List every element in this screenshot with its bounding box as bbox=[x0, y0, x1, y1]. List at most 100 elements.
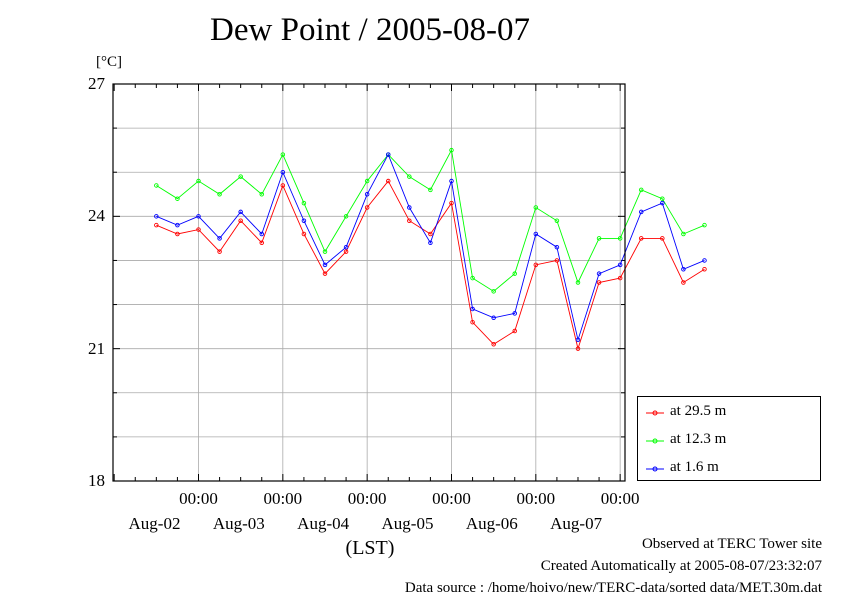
data-point bbox=[154, 222, 159, 228]
data-point bbox=[259, 240, 264, 246]
data-point bbox=[660, 236, 665, 241]
x-tick-time-label: 00:00 bbox=[347, 489, 387, 508]
x-tick-date-label: Aug-06 bbox=[465, 514, 518, 533]
data-point bbox=[238, 209, 243, 215]
data-point bbox=[343, 214, 349, 219]
y-axis-unit: [°C] bbox=[96, 54, 122, 70]
chart-title: Dew Point / 2005-08-07 bbox=[210, 12, 530, 48]
data-point bbox=[491, 342, 496, 347]
data-point bbox=[449, 147, 454, 153]
data-point bbox=[638, 236, 644, 241]
data-point bbox=[154, 214, 159, 219]
data-point bbox=[407, 174, 412, 179]
data-point bbox=[596, 280, 602, 285]
data-point bbox=[596, 271, 602, 276]
data-point bbox=[638, 187, 644, 193]
series-line-0 bbox=[156, 180, 705, 351]
data-point bbox=[575, 337, 581, 343]
data-point bbox=[617, 262, 623, 268]
data-point bbox=[660, 196, 665, 201]
x-tick-date-label: Aug-05 bbox=[381, 514, 434, 533]
x-tick-time-label: 00:00 bbox=[600, 489, 640, 508]
data-point bbox=[491, 315, 496, 321]
data-point bbox=[470, 319, 475, 325]
data-point bbox=[491, 289, 496, 294]
data-point bbox=[217, 236, 222, 241]
data-point bbox=[238, 174, 243, 179]
data-point bbox=[428, 187, 433, 193]
data-point bbox=[238, 218, 243, 223]
y-tick-label: 24 bbox=[88, 206, 105, 226]
x-tick-date-label: Aug-03 bbox=[212, 514, 265, 533]
data-point bbox=[364, 205, 370, 210]
legend-marker bbox=[646, 438, 664, 444]
data-point bbox=[196, 227, 201, 232]
data-point bbox=[301, 200, 307, 206]
y-tick-label: 18 bbox=[88, 471, 105, 490]
data-point bbox=[280, 152, 286, 157]
x-axis-label: (LST) bbox=[345, 537, 395, 559]
footer-created: Created Automatically at 2005-08-07/23:3… bbox=[540, 558, 822, 574]
data-point bbox=[343, 249, 349, 254]
data-point bbox=[702, 258, 707, 263]
footer-site: Observed at TERC Tower site bbox=[641, 536, 822, 552]
x-tick-date-label: Aug-07 bbox=[550, 514, 603, 533]
data-point bbox=[407, 205, 412, 210]
data-point bbox=[259, 192, 264, 197]
legend-label: at 1.6 m bbox=[670, 459, 719, 475]
legend-item: at 29.5 m bbox=[638, 403, 820, 425]
data-point bbox=[533, 205, 539, 210]
data-point bbox=[449, 178, 454, 184]
data-point bbox=[428, 240, 433, 246]
data-point bbox=[301, 231, 307, 237]
y-tick-label: 27 bbox=[88, 74, 105, 93]
data-point bbox=[554, 258, 560, 263]
data-point bbox=[702, 222, 707, 228]
x-tick-time-label: 00:00 bbox=[263, 489, 303, 508]
data-point bbox=[196, 214, 201, 219]
data-point bbox=[259, 231, 264, 237]
data-point bbox=[681, 267, 686, 272]
data-point bbox=[154, 183, 159, 188]
plot-frame bbox=[112, 83, 626, 482]
legend-item: at 12.3 m bbox=[638, 431, 820, 453]
data-point bbox=[681, 280, 686, 285]
legend: at 29.5 m at 12.3 m at 1.6 m bbox=[637, 396, 821, 481]
data-point bbox=[301, 218, 307, 223]
data-point bbox=[617, 275, 623, 281]
data-point bbox=[533, 231, 539, 237]
legend-label: at 12.3 m bbox=[670, 431, 727, 447]
data-point bbox=[470, 306, 475, 312]
data-point bbox=[385, 178, 391, 184]
data-point bbox=[175, 196, 180, 201]
data-point bbox=[512, 271, 517, 276]
data-point bbox=[660, 200, 665, 206]
data-point bbox=[364, 192, 370, 197]
data-point bbox=[322, 271, 328, 276]
data-point bbox=[217, 249, 222, 254]
data-point bbox=[596, 236, 602, 241]
data-point bbox=[175, 222, 180, 228]
data-point bbox=[575, 280, 581, 285]
data-point bbox=[385, 152, 391, 157]
data-point bbox=[512, 311, 517, 316]
legend-item: at 1.6 m bbox=[638, 459, 820, 481]
x-tick-time-label: 00:00 bbox=[516, 489, 556, 508]
data-point bbox=[638, 209, 644, 215]
legend-marker bbox=[646, 466, 664, 472]
data-point bbox=[554, 218, 560, 223]
data-point bbox=[280, 169, 286, 175]
legend-marker bbox=[646, 410, 664, 416]
x-tick-date-label: Aug-02 bbox=[128, 514, 181, 533]
series-line-1 bbox=[156, 148, 705, 292]
x-tick-time-label: 00:00 bbox=[432, 489, 471, 508]
data-point bbox=[449, 200, 454, 206]
legend-label: at 29.5 m bbox=[670, 403, 727, 419]
data-point bbox=[322, 249, 328, 254]
data-point bbox=[702, 267, 707, 272]
data-point bbox=[470, 275, 475, 281]
footer-source: Data source : /home/hoivo/new/TERC-data/… bbox=[404, 580, 822, 596]
data-point bbox=[407, 218, 412, 223]
data-point bbox=[533, 262, 539, 268]
